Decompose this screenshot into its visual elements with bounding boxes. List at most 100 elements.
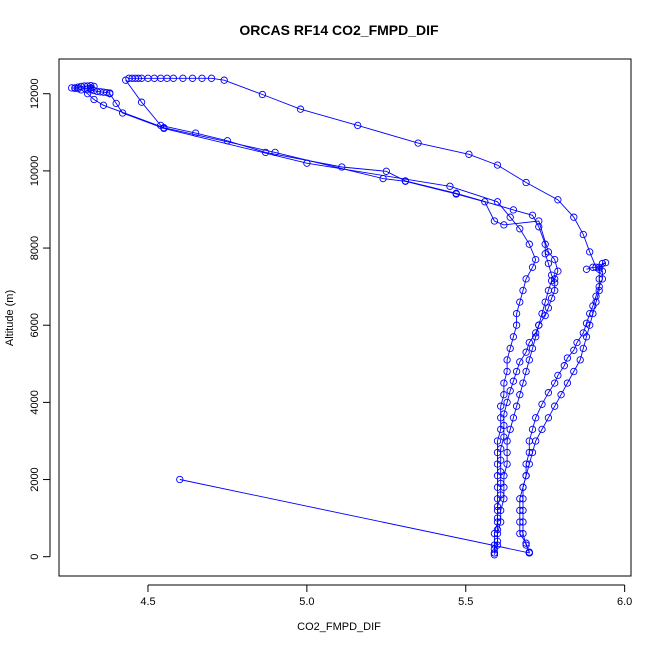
- data-point: [220, 76, 228, 84]
- data-point: [490, 549, 499, 557]
- data-point: [557, 391, 565, 399]
- data-point: [551, 255, 559, 264]
- data-point: [551, 379, 559, 387]
- data-point: [506, 425, 514, 434]
- data-point: [525, 460, 533, 468]
- data-point: [414, 139, 422, 147]
- data-point: [506, 344, 514, 353]
- data-point: [503, 448, 511, 457]
- data-point: [354, 121, 362, 130]
- data-point: [503, 367, 511, 376]
- x-tick-label: 6.0: [617, 596, 632, 608]
- data-point: [586, 248, 594, 256]
- data-point: [493, 518, 502, 526]
- data-point: [519, 379, 527, 387]
- data-point: [493, 495, 502, 503]
- data-point: [595, 286, 603, 295]
- data-point: [490, 217, 499, 225]
- data-point: [538, 400, 546, 408]
- data-point: [516, 506, 524, 515]
- data-point: [500, 379, 508, 387]
- data-point: [573, 338, 581, 347]
- data-point: [522, 539, 530, 547]
- data-point: [535, 321, 543, 329]
- data-point: [296, 105, 305, 113]
- data-point: [103, 88, 111, 97]
- data-point: [538, 425, 546, 434]
- data-point: [112, 99, 120, 108]
- y-tick-label: 0: [29, 554, 41, 560]
- data-point: [198, 74, 206, 82]
- data-point: [500, 221, 508, 229]
- data-point: [258, 90, 267, 99]
- data-point: [595, 275, 603, 283]
- data-point: [563, 379, 572, 387]
- data-point: [528, 425, 537, 434]
- data-point: [522, 348, 530, 356]
- data-point: [525, 338, 533, 347]
- data-point: [582, 265, 591, 273]
- data-point: [570, 213, 578, 221]
- data-point: [122, 76, 130, 84]
- data-point: [570, 346, 578, 354]
- data-point: [532, 255, 540, 264]
- data-point: [528, 263, 537, 271]
- y-tick-label: 6000: [29, 313, 41, 337]
- x-axis-label: CO2_FMPD_DIF: [297, 621, 381, 633]
- data-point: [544, 259, 553, 268]
- data-point: [522, 178, 530, 187]
- data-point: [541, 298, 549, 306]
- data-point: [207, 74, 216, 82]
- data-point: [516, 391, 524, 399]
- data-point: [592, 292, 600, 300]
- data-point: [563, 354, 572, 362]
- data-point: [493, 448, 502, 457]
- data-point: [525, 240, 533, 248]
- data-point: [512, 402, 521, 410]
- data-point: [579, 344, 587, 353]
- data-point: [519, 483, 527, 491]
- data-point: [506, 387, 514, 395]
- data-point: [519, 286, 527, 295]
- data-point: [106, 90, 114, 98]
- data-point: [512, 309, 521, 318]
- data-point: [188, 74, 197, 82]
- data-point: [493, 198, 502, 206]
- data-point: [382, 167, 390, 175]
- data-point: [99, 101, 108, 109]
- data-point: [497, 402, 505, 410]
- y-tick-label: 12000: [29, 78, 41, 109]
- data-point: [516, 358, 524, 366]
- y-tick-label: 8000: [29, 236, 41, 260]
- data-point: [528, 211, 537, 219]
- data-point: [576, 356, 584, 364]
- data-point: [493, 472, 502, 480]
- data-point: [554, 267, 562, 275]
- data-point: [551, 402, 559, 410]
- data-point: [137, 98, 146, 106]
- x-tick-label: 4.5: [140, 596, 155, 608]
- data-point: [452, 190, 460, 198]
- data-point: [532, 437, 540, 445]
- data-point: [516, 495, 524, 503]
- plot-area-frame: [58, 58, 632, 577]
- data-point: [601, 259, 610, 267]
- chart-title: ORCAS RF14 CO2_FMPD_DIF: [239, 22, 439, 38]
- data-point: [503, 356, 511, 364]
- data-point: [544, 286, 553, 295]
- data-point: [509, 206, 518, 214]
- data-point: [532, 414, 540, 422]
- data-point: [118, 109, 127, 117]
- data-point: [522, 541, 530, 549]
- y-tick-label: 4000: [29, 390, 41, 414]
- data-point: [595, 265, 603, 273]
- data-point: [500, 391, 508, 399]
- data-point: [554, 196, 562, 204]
- data-point: [179, 74, 187, 82]
- data-point: [169, 74, 178, 82]
- data-point: [465, 150, 473, 158]
- data-point: [544, 389, 553, 397]
- y-axis: 0 2000 4000 6000 8000 10000 12000: [29, 78, 51, 560]
- data-point: [90, 95, 98, 104]
